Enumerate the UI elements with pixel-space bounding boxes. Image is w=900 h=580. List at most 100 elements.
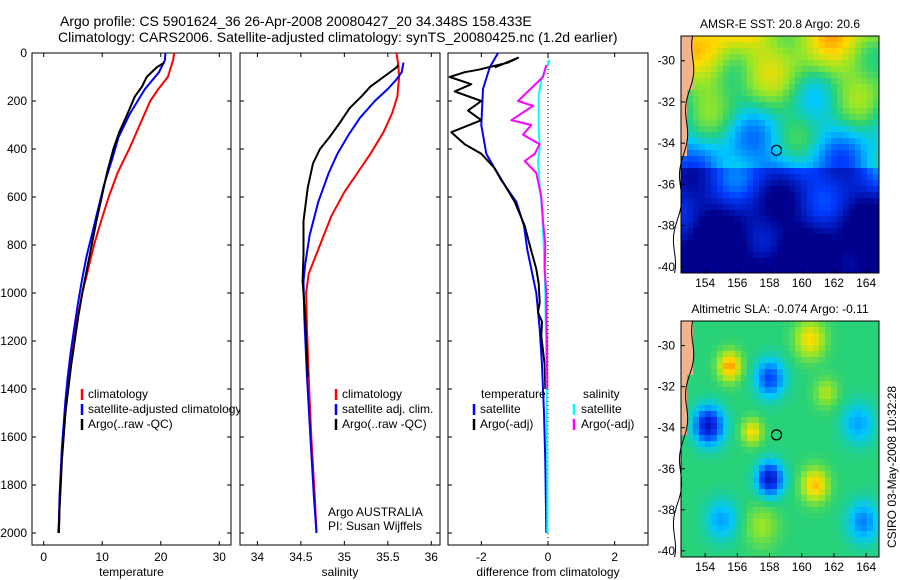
map-cell: [789, 477, 796, 484]
map-cell: [717, 507, 724, 514]
map-cell: [873, 90, 880, 97]
map-cell: [729, 327, 736, 334]
map-cell: [873, 252, 880, 259]
map-cell: [717, 192, 724, 199]
map-cell: [693, 525, 700, 532]
map-cell: [765, 501, 772, 508]
map-cell: [843, 78, 850, 85]
map-cell: [861, 204, 868, 211]
map-cell: [729, 42, 736, 49]
map-cell: [687, 162, 694, 169]
map-cell: [771, 417, 778, 424]
map-cell: [873, 144, 880, 151]
map-cell: [699, 447, 706, 454]
map-cell: [813, 90, 820, 97]
map-cell: [735, 132, 742, 139]
map-cell: [861, 555, 868, 558]
map-cell: [855, 339, 862, 346]
map-cell: [831, 387, 838, 394]
map-cell: [729, 369, 736, 376]
map-cell: [705, 351, 712, 358]
map-cell: [867, 114, 874, 121]
map-cell: [837, 333, 844, 340]
map-cell: [807, 264, 814, 271]
map-cell: [861, 48, 868, 55]
map-cell: [849, 66, 856, 73]
map-cell: [783, 525, 790, 532]
map-cell: [819, 72, 826, 79]
map-cell: [819, 543, 826, 550]
map-cell: [819, 210, 826, 217]
map-cell: [711, 471, 718, 478]
map-cell: [837, 489, 844, 496]
map-cell: [849, 489, 856, 496]
map-cell: [837, 471, 844, 478]
map-cell: [813, 555, 820, 558]
map-cell: [831, 108, 838, 115]
map-cell: [681, 447, 688, 454]
map-cell: [687, 327, 694, 334]
map-cell: [753, 132, 760, 139]
map-cell: [801, 543, 808, 550]
map-cell: [861, 501, 868, 508]
map-cell: [867, 54, 874, 61]
map-title-sla-map: Altimetric SLA: -0.074 Argo: -0.11: [691, 302, 869, 316]
map-cell: [789, 321, 796, 328]
map-cell: [681, 102, 688, 109]
map-cell: [813, 270, 820, 274]
map-cell: [831, 84, 838, 91]
map-cell: [837, 363, 844, 370]
map-cell: [717, 180, 724, 187]
map-cell: [867, 162, 874, 169]
map-cell: [789, 369, 796, 376]
map-cell: [825, 144, 832, 151]
map-cell: [837, 96, 844, 103]
map-cell: [801, 387, 808, 394]
map-cell: [825, 513, 832, 520]
map-cell: [699, 180, 706, 187]
map-cell: [783, 162, 790, 169]
y-tick-label: 1600: [0, 430, 27, 444]
map-cell: [873, 447, 880, 454]
map-cell: [861, 168, 868, 175]
map-cell: [777, 120, 784, 127]
map-cell: [819, 48, 826, 55]
map-cell: [705, 84, 712, 91]
map-cell: [855, 54, 862, 61]
map-cell: [795, 417, 802, 424]
map-cell: [723, 399, 730, 406]
map-cell: [819, 501, 826, 508]
map-cell: [765, 264, 772, 271]
map-cell: [717, 387, 724, 394]
map-cell: [873, 174, 880, 181]
map-cell: [837, 144, 844, 151]
map-cell: [693, 381, 700, 388]
map-cell: [873, 399, 880, 406]
map-cell: [783, 477, 790, 484]
map-cell: [771, 90, 778, 97]
map-cell: [855, 114, 862, 121]
map-cell: [819, 399, 826, 406]
map-cell: [789, 465, 796, 472]
map-cell: [747, 507, 754, 514]
map-cell: [699, 471, 706, 478]
map-cell: [807, 441, 814, 448]
map-cell: [711, 156, 718, 163]
map-cell: [687, 72, 694, 79]
map-cell: [747, 489, 754, 496]
map-cell: [813, 411, 820, 418]
map-cell: [687, 36, 694, 43]
map-cell: [753, 168, 760, 175]
map-cell: [771, 198, 778, 205]
map-cell: [759, 144, 766, 151]
map-cell: [759, 327, 766, 334]
map-cell: [735, 186, 742, 193]
map-cell: [789, 525, 796, 532]
map-cell: [825, 555, 832, 558]
map-cell: [849, 102, 856, 109]
map-cell: [729, 339, 736, 346]
map-cell: [747, 537, 754, 544]
map-cell: [807, 228, 814, 235]
map-cell: [777, 90, 784, 97]
map-cell: [777, 537, 784, 544]
